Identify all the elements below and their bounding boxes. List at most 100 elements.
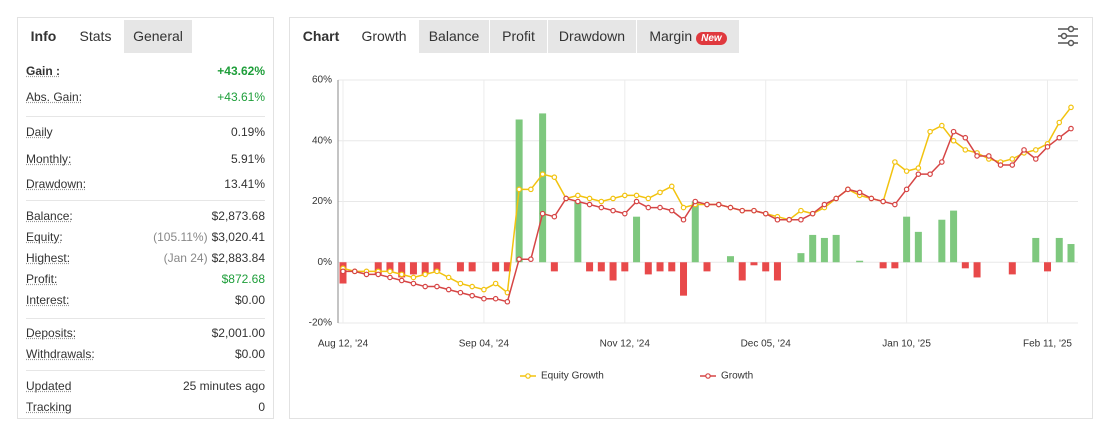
point: [586, 195, 593, 202]
stat-row: Profit: $872.68: [26, 270, 265, 288]
tab[interactable]: Growth: [350, 20, 418, 53]
stats-panel: Info Stats General Gain : +43.62% Abs. Gain: +…: [17, 17, 274, 419]
bar: [456, 262, 464, 272]
bar: [668, 262, 676, 272]
stat-row: Tracking 0: [26, 398, 265, 416]
stat-row: Interest: $0.00: [26, 291, 265, 309]
stat-row: Withdrawals: $0.00: [26, 345, 265, 363]
tab[interactable]: Balance: [419, 20, 489, 53]
stat-label: Updated: [26, 379, 72, 393]
stat-row: Drawdown: 13.41%: [26, 175, 265, 193]
tab[interactable]: Margin New: [637, 20, 739, 53]
point: [668, 207, 675, 214]
tab[interactable]: Stats: [68, 20, 123, 53]
point: [1032, 147, 1039, 153]
bar: [1067, 244, 1075, 263]
stat-label: Withdrawals:: [26, 347, 95, 361]
tab[interactable]: Chart: [296, 20, 346, 53]
point: [422, 283, 428, 290]
stat-number: 25 minutes ago: [182, 379, 265, 393]
bar: [468, 262, 476, 272]
stat-row: Highest: (Jan 24) $2,883.84: [26, 249, 265, 267]
stat-value: 13.41%: [224, 175, 265, 193]
y-tick-label: 20%: [312, 196, 332, 207]
x-tick-label: Jan 10, '25: [882, 339, 931, 350]
point: [892, 201, 898, 208]
bar: [726, 256, 734, 263]
point: [1056, 119, 1063, 126]
bar: [492, 262, 500, 272]
stat-value: $0.00: [235, 291, 265, 309]
point: [892, 159, 898, 165]
point: [575, 198, 581, 205]
point: [434, 268, 440, 275]
bar: [374, 262, 382, 275]
separator: [26, 116, 265, 117]
stat-number: +43.62%: [217, 64, 265, 78]
x-tick-label: Nov 12, '24: [600, 339, 651, 350]
point: [598, 204, 605, 211]
point: [962, 147, 969, 153]
point: [715, 201, 722, 208]
point: [868, 195, 875, 202]
point: [950, 137, 957, 144]
point: [575, 192, 581, 199]
bar: [1008, 262, 1016, 275]
point: [539, 171, 546, 177]
point: [1044, 144, 1051, 150]
tab-label: Profit: [502, 28, 535, 44]
stat-number: $3,020.41: [211, 230, 265, 244]
point: [786, 216, 792, 223]
point: [387, 274, 393, 281]
bar: [879, 262, 887, 269]
tab-label: Margin: [649, 28, 693, 44]
x-tick-label: Dec 05, '24: [741, 339, 792, 350]
point: [445, 274, 452, 281]
point: [692, 198, 699, 205]
point: [610, 207, 616, 214]
point: [903, 186, 910, 193]
stat-value: $872.68: [222, 270, 265, 288]
point: [610, 195, 616, 202]
point: [1032, 156, 1039, 162]
bar: [586, 262, 594, 272]
bar: [891, 262, 899, 269]
y-tick-label: 40%: [312, 135, 332, 146]
stat-label: Highest:: [26, 251, 71, 265]
point: [986, 153, 992, 159]
point: [821, 201, 828, 208]
bar: [914, 231, 922, 263]
point: [539, 210, 546, 217]
settings-icon[interactable]: [1056, 24, 1080, 48]
bar: [856, 260, 864, 263]
point: [516, 186, 522, 193]
stat-number: $0.00: [234, 347, 265, 361]
stat-number: 0: [258, 400, 265, 414]
bar: [762, 262, 770, 272]
point: [528, 256, 534, 263]
tab[interactable]: Info: [20, 20, 67, 53]
tab-label: Chart: [302, 28, 340, 44]
bar: [656, 262, 664, 272]
point: [563, 195, 569, 202]
point: [598, 198, 605, 205]
point: [622, 192, 628, 199]
point: [445, 286, 452, 293]
point: [798, 207, 804, 214]
tab[interactable]: Profit: [490, 20, 547, 53]
bar: [809, 234, 817, 263]
stat-row: Daily 0.19%: [26, 123, 265, 141]
stat-value: $2,873.68: [212, 207, 265, 225]
point: [551, 174, 558, 181]
point: [680, 204, 687, 211]
stat-note: (Jan 24): [163, 251, 208, 265]
stat-number: +43.61%: [217, 90, 265, 104]
stat-row: Gain : +43.62%: [26, 62, 265, 80]
bar: [1044, 262, 1052, 272]
stat-row: Balance: $2,873.68: [26, 207, 265, 225]
point: [434, 283, 440, 290]
tab[interactable]: General: [124, 20, 192, 53]
tab[interactable]: Drawdown: [548, 20, 636, 53]
stat-number: 13.41%: [224, 177, 265, 191]
